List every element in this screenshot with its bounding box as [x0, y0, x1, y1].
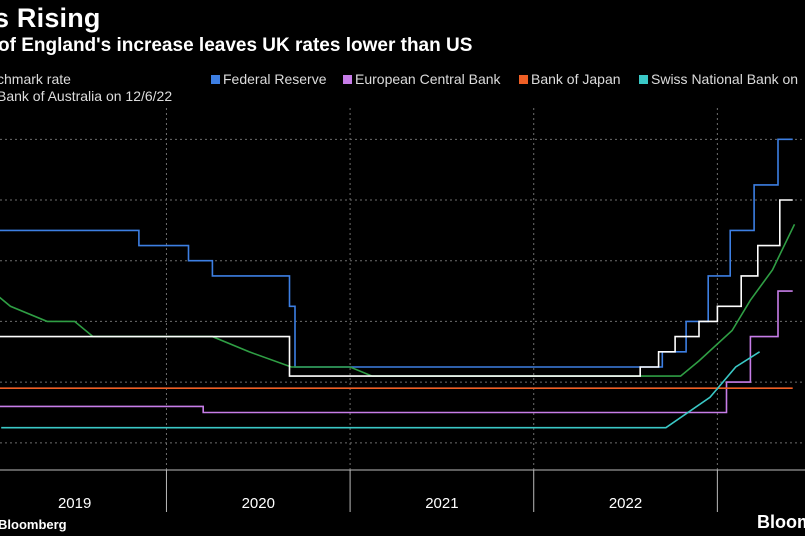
series-line-federal-reserve: [0, 138, 793, 368]
x-tick-label-2021: 2021: [425, 495, 458, 512]
chart-title: s Rising: [0, 3, 101, 33]
legend-label-rba: Bank of Australia on 12/6/22: [0, 88, 173, 104]
series-line-reserve-bank-of-australia: [0, 223, 796, 377]
legend-label-boj: Bank of Japan: [531, 71, 621, 87]
series-line-swiss-national-bank: [1, 351, 761, 429]
legend-item-ecb: European Central Bank: [343, 71, 501, 87]
x-tick-label-2022: 2022: [609, 495, 642, 512]
series-line-benchmark-rate: [0, 199, 793, 377]
x-tick-label-2019: 2019: [58, 495, 91, 512]
brand-logo-text: Bloom: [757, 512, 805, 532]
legend-label-fed: Federal Reserve: [223, 71, 327, 87]
legend-item-benchmark: chmark rate: [0, 71, 71, 87]
legend-swatch-snb: [639, 75, 648, 84]
legend-label-ecb: European Central Bank: [355, 71, 501, 87]
series-line-european-central-bank: [0, 290, 793, 414]
chart-subtitle: of England's increase leaves UK rates lo…: [0, 35, 473, 56]
x-tick-label-2020: 2020: [242, 495, 275, 512]
legend-swatch-fed: [211, 75, 220, 84]
legend-swatch-ecb: [343, 75, 352, 84]
legend-item-fed: Federal Reserve: [211, 71, 327, 87]
source-label: Bloomberg: [0, 517, 67, 532]
legend-item-boj: Bank of Japan: [519, 71, 621, 87]
legend-item-rba: Bank of Australia on 12/6/22: [0, 88, 172, 104]
legend-label-snb: Swiss National Bank on: [651, 71, 799, 87]
legend-swatch-boj: [519, 75, 528, 84]
legend-label-benchmark: chmark rate: [0, 71, 71, 87]
legend-item-snb: Swiss National Bank on: [639, 71, 798, 87]
